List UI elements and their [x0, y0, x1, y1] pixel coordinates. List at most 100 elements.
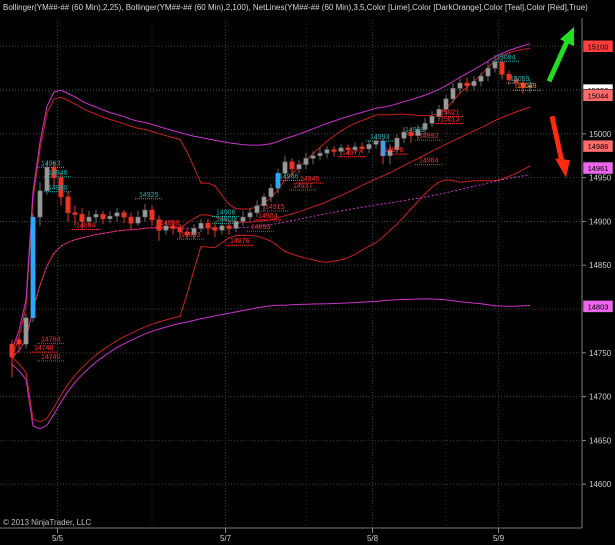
netline-label: 14904	[258, 213, 278, 220]
netlines	[30, 60, 541, 362]
price-marker-label: 15100	[588, 42, 609, 51]
indicator-header: Bollinger(YM##-## (60 Min),2,25), Bollin…	[3, 3, 588, 12]
netline-label: 14946	[48, 170, 68, 177]
candle-body	[373, 140, 379, 145]
candle-body	[198, 222, 204, 229]
candle-body	[37, 190, 43, 218]
candle-body	[457, 82, 463, 89]
candle-body	[128, 216, 134, 224]
netline-label: 14748	[34, 345, 54, 352]
candle-body	[359, 146, 365, 150]
bollinger100-mid	[11, 174, 531, 358]
candle-body	[240, 216, 246, 222]
candle-body	[261, 196, 267, 206]
candle-body	[58, 177, 64, 198]
netline-label: 14898	[160, 220, 180, 227]
candle-body	[478, 75, 484, 82]
candle-body	[219, 225, 225, 231]
candle-body	[352, 146, 358, 150]
candle-body	[401, 131, 407, 139]
netline-label: 15013	[440, 116, 460, 123]
candle-body	[65, 196, 71, 213]
candle-body	[156, 219, 162, 231]
candle-body	[16, 339, 22, 345]
netline-label: 15049	[517, 83, 537, 90]
netline-label: 15021	[440, 109, 460, 116]
candle-body	[394, 137, 400, 150]
price-marker	[582, 40, 614, 53]
netline-label: 14976	[384, 147, 404, 154]
netline-label: 14894	[76, 222, 96, 229]
candle-body	[72, 212, 78, 215]
price-marker	[582, 89, 614, 102]
netline-labels: 14963 14946 14930 14764 14748 14740 14894 14925…	[34, 54, 537, 361]
y-tick-label: 14600	[589, 480, 612, 489]
candle-body	[317, 152, 323, 157]
netline-label: 14992	[419, 133, 439, 140]
copyright-text: © 2013 NinjaTrader, LLC	[3, 518, 92, 527]
x-axis: 5/5 5/7 5/8 5/9	[52, 528, 505, 543]
candle-body	[86, 216, 92, 222]
price-marker-label: 15044	[588, 91, 609, 100]
candle-body	[51, 166, 57, 178]
candle-body	[464, 82, 470, 86]
y-tick-label: 14650	[589, 436, 612, 445]
price-marker	[582, 161, 614, 175]
candle-body	[135, 216, 141, 224]
candle-body	[520, 82, 526, 88]
candle-body	[506, 74, 512, 80]
candle-body	[443, 98, 449, 110]
candle-body	[429, 116, 435, 124]
candle-body	[331, 149, 337, 152]
netline-label: 14937	[293, 183, 313, 190]
netline-label: 14946	[279, 173, 299, 180]
x-tick-label: 5/9	[493, 534, 505, 543]
candle-body	[226, 225, 232, 229]
netline-label: 14883	[181, 232, 201, 239]
candle-body	[23, 317, 29, 345]
candle-body	[177, 228, 183, 233]
netline-label: 14906	[216, 209, 236, 216]
price-marker-label: 14803	[588, 302, 609, 311]
candle-body	[366, 144, 372, 150]
candle-body	[324, 149, 330, 154]
candle-body	[471, 81, 477, 86]
candle-body	[247, 212, 253, 218]
candle-body	[93, 214, 99, 218]
y-tick-label: 14950	[589, 174, 612, 183]
netline-label: 14930	[48, 185, 68, 192]
price-marker	[582, 139, 614, 153]
netline-label: 14915	[265, 204, 285, 211]
candle-body	[485, 67, 491, 77]
x-tick-label: 5/8	[367, 534, 379, 543]
bollinger100-up	[11, 43, 531, 351]
y-tick-label: 14750	[589, 349, 612, 358]
candle-body	[492, 61, 498, 69]
highlight-bar	[275, 173, 281, 189]
netline-label: 14964	[419, 158, 439, 165]
candle-body	[184, 231, 190, 235]
price-marker	[582, 300, 614, 313]
candle-body	[415, 129, 421, 136]
candle-body	[345, 147, 351, 150]
candle-body	[436, 109, 442, 117]
candle-body	[233, 221, 239, 229]
netline-label: 14925	[139, 192, 159, 199]
netline-label: 14740	[41, 354, 61, 361]
candle-body	[527, 85, 533, 88]
arrows	[546, 27, 574, 178]
candle-body	[163, 225, 169, 231]
netline-label: 14993	[370, 134, 390, 141]
netline-label: 14977	[342, 150, 362, 157]
candle-body	[9, 343, 15, 358]
candle-body	[450, 88, 456, 100]
candles	[9, 55, 533, 378]
candle-body	[107, 215, 113, 220]
candle-body	[212, 227, 218, 231]
candle-body	[289, 161, 295, 170]
candle-body	[142, 209, 148, 218]
candle-body	[422, 123, 428, 130]
price-marker-label: 14961	[588, 164, 609, 173]
